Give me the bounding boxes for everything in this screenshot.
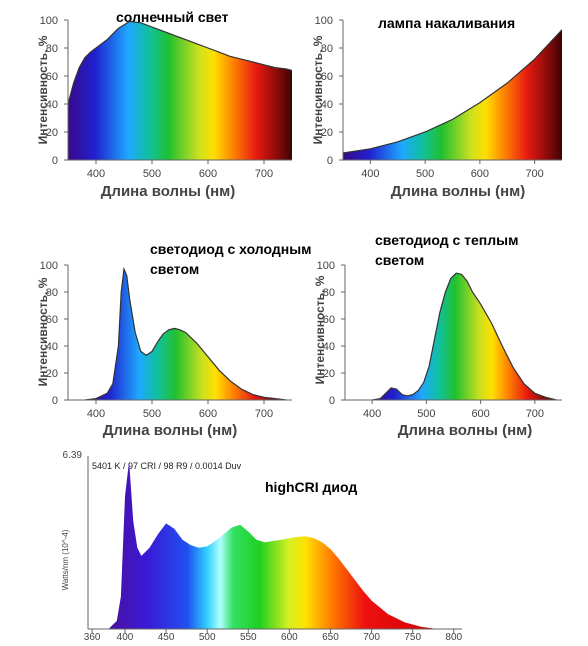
highcri-x-tick-label: 500 <box>199 632 216 641</box>
incandescent-spectrum-area <box>343 29 562 160</box>
sunlight-y-tick-label: 40 <box>46 99 58 111</box>
highcri-x-tick-label: 650 <box>322 632 339 641</box>
incandescent-y-tick-label: 40 <box>321 99 333 111</box>
warm-led-x-tick-label: 500 <box>417 408 435 420</box>
cold-led-spectrum-chart: светодиод с холодным светом Длина волны … <box>36 241 312 439</box>
sunlight-y-tick-label: 20 <box>46 127 58 139</box>
highcri-ymax-label: 6.39 <box>63 450 83 461</box>
cold-led-y-tick-label: 100 <box>40 260 58 272</box>
warm-led-x-axis-label: Длина волны (нм) <box>398 422 533 439</box>
sunlight-spectrum-chart: солнечный свет Длина волны (нм) Интенсив… <box>36 9 293 200</box>
highcri-spectrum-chart: highCRI диод 5401 K / 97 CRI / 98 R9 / 0… <box>61 450 463 643</box>
sunlight-x-axis-label: Длина волны (нм) <box>101 183 236 200</box>
sunlight-spectrum-area <box>68 21 292 161</box>
cold-led-title-line-1: светодиод с холодным <box>150 241 312 257</box>
warm-led-title-line-1: светодиод с теплым <box>375 232 518 248</box>
highcri-x-tick-label: 450 <box>158 632 175 641</box>
cold-led-y-tick-label: 40 <box>46 341 58 353</box>
incandescent-x-tick-label: 400 <box>361 168 379 180</box>
sunlight-title: солнечный свет <box>116 9 229 25</box>
warm-led-y-tick-label: 80 <box>323 287 335 299</box>
incandescent-y-axis-label: Интенсивность, % <box>311 35 325 144</box>
incandescent-x-tick-label: 500 <box>416 168 434 180</box>
incandescent-spectrum-line <box>342 29 563 154</box>
cold-led-y-tick-label: 80 <box>46 287 58 299</box>
cold-led-y-tick-label: 0 <box>52 395 58 407</box>
incandescent-y-tick-label: 60 <box>321 71 333 83</box>
sunlight-x-tick-label: 700 <box>255 168 273 180</box>
cold-led-y-axis-label: Интенсивность, % <box>36 277 50 386</box>
sunlight-x-tick-label: 400 <box>87 168 105 180</box>
cold-led-x-tick-label: 400 <box>87 408 105 420</box>
incandescent-x-tick-label: 600 <box>471 168 489 180</box>
highcri-x-tick-label: 750 <box>404 632 421 641</box>
cold-led-spectrum-area <box>84 269 287 400</box>
warm-led-title-line-2: светом <box>375 252 424 268</box>
cold-led-y-tick-label: 60 <box>46 314 58 326</box>
cold-led-title-line-2: светом <box>150 261 199 277</box>
warm-led-x-tick-label: 600 <box>471 408 489 420</box>
highcri-x-tick-label: 400 <box>117 632 134 641</box>
sunlight-y-tick-label: 0 <box>52 155 58 167</box>
sunlight-x-tick-label: 600 <box>199 168 217 180</box>
highcri-x-tick-label: 360 <box>84 632 101 641</box>
incandescent-y-tick-label: 20 <box>321 127 333 139</box>
warm-led-x-tick-label: 700 <box>526 408 544 420</box>
highcri-y-axis-label: Watts/nm (10^-4) <box>61 529 70 590</box>
sunlight-y-tick-label: 100 <box>40 15 58 27</box>
incandescent-y-tick-label: 80 <box>321 43 333 55</box>
warm-led-y-tick-label: 40 <box>323 341 335 353</box>
highcri-x-tick-label: 800 <box>445 632 462 641</box>
cold-led-spectrum-line <box>84 266 287 401</box>
sunlight-y-axis-label: Интенсивность, % <box>36 35 50 144</box>
highcri-x-tick-label: 700 <box>363 632 380 641</box>
warm-led-y-tick-label: 60 <box>323 314 335 326</box>
highcri-x-tick-label: 550 <box>240 632 257 641</box>
warm-led-x-tick-label: 400 <box>363 408 381 420</box>
warm-led-y-axis-label: Интенсивность, % <box>313 275 327 384</box>
sunlight-y-tick-label: 80 <box>46 43 58 55</box>
highcri-title: highCRI диод <box>265 479 357 495</box>
sunlight-spectrum-line <box>67 20 293 105</box>
sunlight-x-tick-label: 500 <box>143 168 161 180</box>
incandescent-spectrum-chart: лампа накаливания Длина волны (нм) Интен… <box>311 15 563 200</box>
highcri-spectrum-area <box>108 461 438 629</box>
warm-led-y-tick-label: 20 <box>323 368 335 380</box>
cold-led-x-axis-label: Длина волны (нм) <box>103 422 238 439</box>
cold-led-y-tick-label: 20 <box>46 368 58 380</box>
incandescent-y-tick-label: 0 <box>327 155 333 167</box>
warm-led-y-tick-label: 0 <box>329 395 335 407</box>
incandescent-title: лампа накаливания <box>378 15 515 31</box>
highcri-info-text: 5401 K / 97 CRI / 98 R9 / 0.0014 Duv <box>92 461 242 471</box>
warm-led-spectrum-chart: светодиод с теплым светом Длина волны (н… <box>313 232 562 439</box>
cold-led-x-tick-label: 500 <box>143 408 161 420</box>
cold-led-x-tick-label: 700 <box>255 408 273 420</box>
highcri-x-tick-label: 600 <box>281 632 298 641</box>
cold-led-x-tick-label: 600 <box>199 408 217 420</box>
incandescent-x-tick-label: 700 <box>525 168 543 180</box>
warm-led-spectrum-line <box>371 272 557 401</box>
incandescent-x-axis-label: Длина волны (нм) <box>391 183 526 200</box>
warm-led-y-tick-label: 100 <box>317 260 335 272</box>
sunlight-y-tick-label: 60 <box>46 71 58 83</box>
incandescent-y-tick-label: 100 <box>315 15 333 27</box>
warm-led-spectrum-area <box>372 273 557 400</box>
